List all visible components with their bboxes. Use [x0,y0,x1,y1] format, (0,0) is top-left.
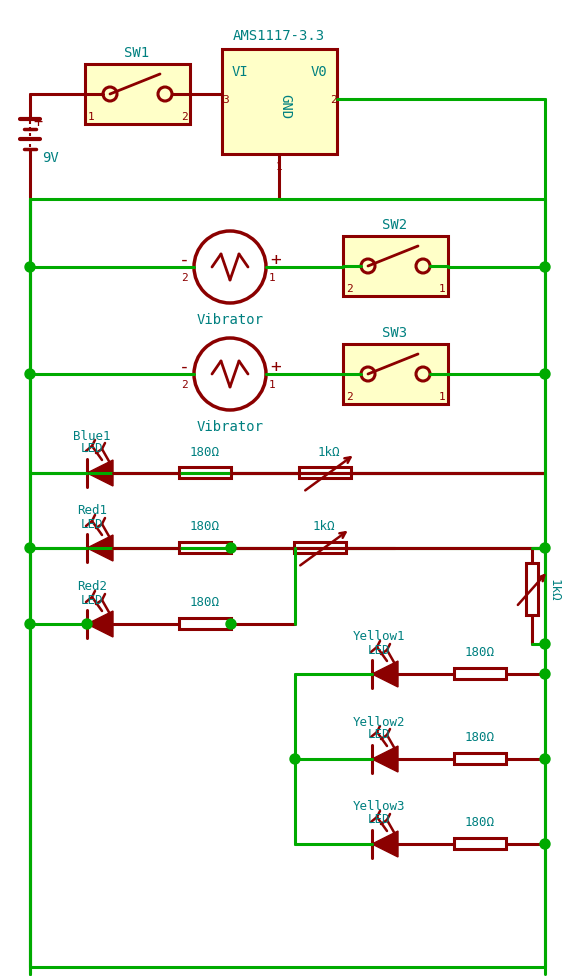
Text: Vibrator: Vibrator [197,420,264,433]
Text: 2: 2 [180,111,187,122]
Circle shape [540,754,550,764]
Text: Yellow2: Yellow2 [353,715,405,728]
Polygon shape [87,611,113,638]
Polygon shape [87,461,113,486]
Text: LED: LED [368,813,390,825]
Text: VI: VI [232,65,248,79]
Text: LED: LED [81,442,103,455]
Text: GND: GND [278,94,292,119]
Text: LED: LED [368,643,390,656]
Text: 2: 2 [180,379,187,389]
Bar [454,668,506,680]
Text: -: - [179,358,189,376]
Circle shape [540,544,550,554]
Text: 2: 2 [346,284,352,293]
Text: 2: 2 [346,391,352,402]
Text: 9V: 9V [42,151,58,165]
Text: Vibrator: Vibrator [197,313,264,327]
Bar [179,543,231,554]
Bar [179,618,231,630]
Circle shape [25,544,35,554]
Text: +: + [270,358,282,376]
Bar [222,50,337,155]
Circle shape [540,263,550,273]
Circle shape [540,669,550,680]
Bar [526,563,538,615]
Text: 1: 1 [438,391,445,402]
Circle shape [82,619,92,630]
Text: 1kΩ: 1kΩ [547,578,560,600]
Bar [454,753,506,764]
Polygon shape [372,831,398,857]
Circle shape [25,263,35,273]
Text: 1: 1 [88,111,94,122]
Text: 180Ω: 180Ω [190,520,220,533]
Bar [454,838,506,849]
Text: 180Ω: 180Ω [190,445,220,458]
Circle shape [25,370,35,379]
Bar [85,65,190,125]
Text: +: + [33,114,43,129]
Text: Red2: Red2 [77,580,107,593]
Text: Yellow1: Yellow1 [353,630,405,643]
Text: 2: 2 [330,95,337,105]
Text: 1kΩ: 1kΩ [318,445,340,458]
Text: 180Ω: 180Ω [465,816,495,828]
Text: V0: V0 [311,65,328,79]
Text: 3: 3 [223,95,229,105]
Bar [343,344,448,405]
Circle shape [540,839,550,849]
Text: SW1: SW1 [124,46,149,60]
Text: Blue1: Blue1 [73,429,111,442]
Text: 180Ω: 180Ω [190,596,220,609]
Text: 2: 2 [180,273,187,283]
Circle shape [25,619,35,630]
Text: Red1: Red1 [77,504,107,517]
Text: -: - [179,250,189,269]
Text: LED: LED [368,728,390,740]
Text: LED: LED [81,593,103,606]
Text: 180Ω: 180Ω [465,731,495,743]
Bar [343,237,448,296]
Circle shape [540,640,550,649]
Circle shape [226,544,236,554]
Text: Yellow3: Yellow3 [353,800,405,813]
Bar [294,543,346,554]
Polygon shape [372,661,398,688]
Bar [179,467,231,478]
Text: 1: 1 [438,284,445,293]
Text: SW3: SW3 [382,326,407,339]
Text: SW2: SW2 [382,218,407,232]
Circle shape [226,619,236,630]
Text: 1: 1 [269,379,275,389]
Text: 180Ω: 180Ω [465,645,495,659]
Circle shape [540,370,550,379]
Text: 1kΩ: 1kΩ [312,520,336,533]
Bar [299,467,351,478]
Polygon shape [372,746,398,773]
Text: LED: LED [81,517,103,530]
Text: 1: 1 [269,273,275,283]
Circle shape [290,754,300,764]
Text: 1: 1 [275,161,282,172]
Text: AMS1117-3.3: AMS1117-3.3 [233,29,325,43]
Polygon shape [87,535,113,561]
Text: +: + [270,250,282,269]
